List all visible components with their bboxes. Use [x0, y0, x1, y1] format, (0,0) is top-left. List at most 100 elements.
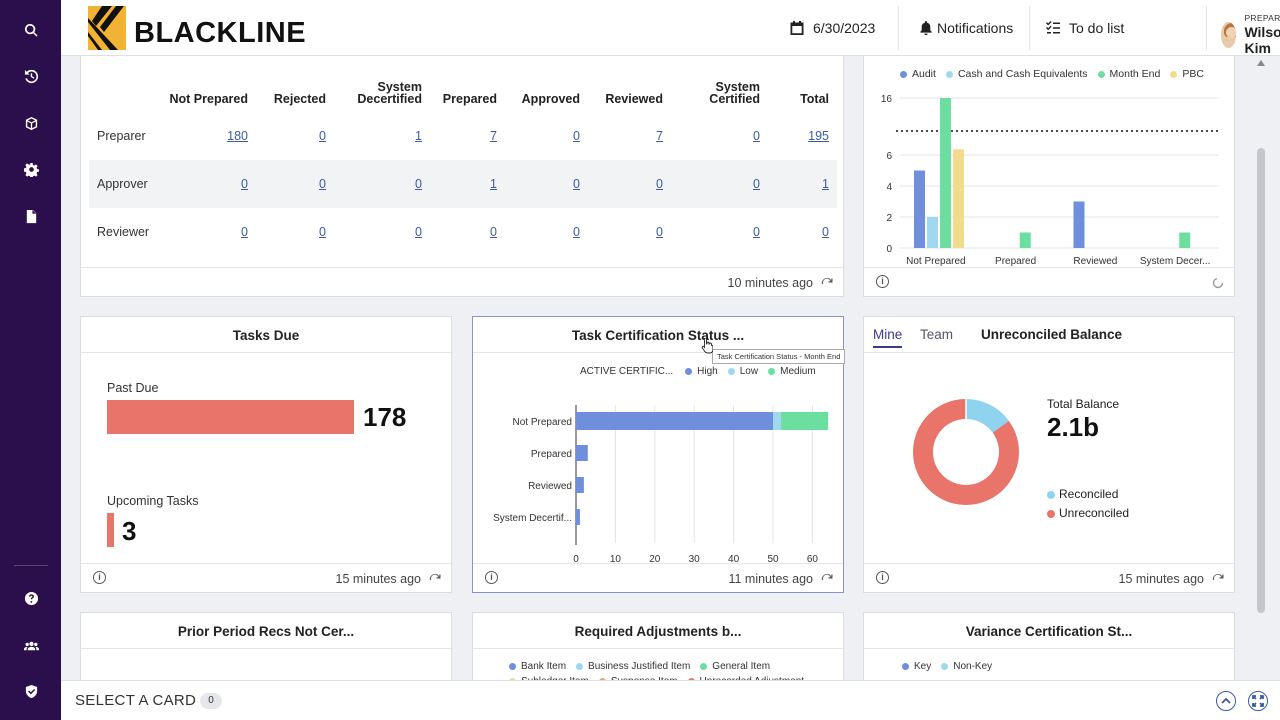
table-cell-link[interactable]: 180 [227, 129, 248, 143]
table-cell-link[interactable]: 0 [822, 225, 829, 239]
shield-icon[interactable] [20, 680, 42, 702]
table-cell-link[interactable]: 0 [753, 225, 760, 239]
table-cell-link[interactable]: 0 [753, 129, 760, 143]
expand-up-button[interactable] [1216, 691, 1236, 711]
donut-slice-reconciled [965, 399, 1009, 434]
table-cell-link[interactable]: 0 [241, 225, 248, 239]
card-title: Tasks Due [81, 317, 451, 353]
legend-item[interactable]: Unreconciled [1047, 504, 1129, 523]
refresh-icon[interactable] [821, 276, 833, 288]
info-icon[interactable]: i [485, 571, 498, 584]
table-cell-link[interactable]: 0 [319, 129, 326, 143]
gear-icon[interactable] [20, 158, 42, 180]
x-tick-label: Not Prepared [906, 256, 965, 267]
upcoming-bar[interactable] [107, 513, 114, 547]
bar-cash-and-cash-equivalents [927, 217, 938, 248]
period-date[interactable]: 6/30/2023 [790, 0, 875, 56]
donut-legend: Reconciled Unreconciled [1047, 485, 1129, 523]
legend-dot [1047, 490, 1055, 499]
hand-cursor-icon [701, 338, 713, 354]
info-icon[interactable]: i [93, 571, 106, 584]
scrollbar-thumb[interactable] [1257, 148, 1265, 613]
table-cell-link[interactable]: 7 [656, 129, 663, 143]
table-cell-link[interactable]: 0 [167, 160, 256, 208]
x-tick-label: System Decer... [1140, 256, 1211, 267]
refresh-icon[interactable] [821, 572, 833, 584]
legend-label: Cash and Cash Equivalents [957, 68, 1088, 80]
legend-item[interactable]: Key [902, 661, 931, 672]
table-cell-link[interactable]: 0 [573, 129, 580, 143]
chevron-up-icon [1221, 697, 1231, 704]
info-icon[interactable]: i [876, 571, 889, 584]
legend-label: PBC [1182, 68, 1204, 80]
legend-item[interactable]: Reconciled [1047, 485, 1129, 504]
card-footer: i 15 minutes ago [81, 563, 451, 592]
table-cell-link[interactable]: 0 [588, 160, 671, 208]
brand-name: BLACKLINE [134, 17, 307, 49]
scroll-up-icon[interactable] [1257, 60, 1265, 66]
table-cell-link[interactable]: 0 [415, 225, 422, 239]
fullscreen-icon [1252, 695, 1264, 707]
cube-icon[interactable] [20, 112, 42, 134]
checklist-icon [1046, 21, 1060, 34]
add-document-icon[interactable] [20, 205, 42, 227]
users-icon[interactable] [20, 634, 42, 656]
column-header: Not Prepared [169, 92, 249, 106]
help-icon[interactable] [20, 587, 42, 609]
table-cell-link[interactable]: 1 [768, 160, 837, 208]
rail-divider [14, 565, 48, 566]
table-cell-link[interactable]: 195 [808, 129, 829, 143]
bar-high [576, 509, 580, 525]
tab-mine[interactable]: Mine [873, 327, 903, 348]
legend-item[interactable]: General Item [700, 661, 770, 672]
legend-item[interactable]: Month End [1097, 68, 1160, 80]
refresh-icon[interactable] [1212, 572, 1224, 584]
table-row: Preparer 180 0 1 7 0 7 0 195 [89, 112, 837, 160]
table-cell-link[interactable]: 0 [490, 225, 497, 239]
table-cell-link[interactable]: 1 [430, 160, 505, 208]
info-icon[interactable]: i [876, 275, 889, 288]
past-due-bar[interactable] [107, 400, 354, 434]
legend-item[interactable]: Low [727, 366, 758, 377]
search-icon[interactable] [20, 19, 42, 41]
table-cell-link[interactable]: 7 [490, 129, 497, 143]
table-cell-link[interactable]: 0 [671, 160, 768, 208]
fullscreen-button[interactable] [1248, 691, 1268, 711]
legend-item[interactable]: Non-Key [941, 661, 992, 672]
legend-item[interactable]: Bank Item [509, 661, 566, 672]
table-cell-link[interactable]: 0 [334, 160, 430, 208]
table-cell-link[interactable]: 1 [415, 129, 422, 143]
page-scrollbar[interactable] [1255, 56, 1267, 680]
legend-item[interactable]: PBC [1170, 68, 1204, 80]
bar-month-end [940, 98, 951, 248]
legend-item[interactable]: Cash and Cash Equivalents [945, 68, 1088, 80]
history-icon[interactable] [20, 65, 42, 87]
table-cell-link[interactable]: 0 [505, 160, 588, 208]
bell-icon [920, 21, 932, 35]
blackline-logo[interactable]: BLACKLINE [88, 6, 306, 50]
legend-item[interactable]: Audit [900, 68, 936, 80]
legend-dot [700, 663, 708, 670]
select-card-label[interactable]: SELECT A CARD [75, 692, 197, 709]
x-tick-label: 0 [573, 554, 579, 565]
notifications-button[interactable]: Notifications [919, 0, 1013, 56]
user-menu[interactable]: PREPARER Wilson, Kim [1221, 13, 1280, 56]
x-tick-label: Prepared [995, 256, 1036, 267]
table-cell-link[interactable]: 0 [573, 225, 580, 239]
table-cell-link[interactable]: 0 [319, 225, 326, 239]
legend-item[interactable]: Business Justified Item [576, 661, 690, 672]
todo-list-button[interactable]: To do list [1046, 0, 1124, 56]
legend-item[interactable]: High [685, 366, 718, 377]
avatar [1221, 21, 1237, 48]
legend-label: Bank Item [521, 661, 567, 672]
y-tick-label: 4 [886, 182, 892, 193]
table-cell-link[interactable]: 0 [656, 225, 663, 239]
refresh-icon[interactable] [429, 572, 441, 584]
status-table: Not Prepared Rejected System Decertified… [89, 66, 837, 256]
tab-team[interactable]: Team [920, 327, 954, 342]
y-tick-label: 2 [886, 213, 892, 224]
table-cell-link[interactable]: 0 [256, 160, 334, 208]
legend-item[interactable]: Medium [768, 366, 816, 377]
legend-label: Audit [912, 68, 936, 80]
header-divider [1206, 6, 1207, 50]
